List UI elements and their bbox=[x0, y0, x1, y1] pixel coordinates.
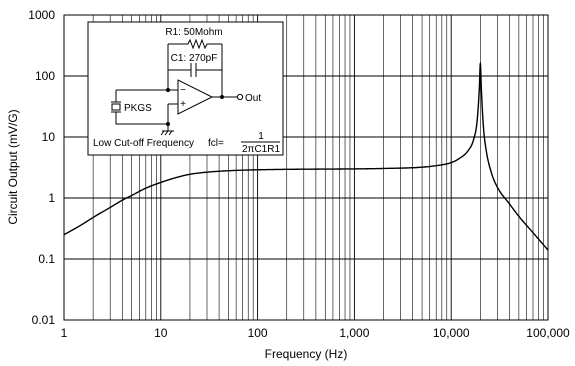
opamp-plus-sign: + bbox=[180, 99, 186, 110]
inset-caption: Low Cut-off Frequency bbox=[93, 138, 194, 149]
capacitor-c1-icon bbox=[168, 63, 222, 77]
series-layer bbox=[63, 61, 549, 251]
plot-frame bbox=[63, 14, 549, 321]
opamp-icon bbox=[177, 79, 214, 115]
ground-icon bbox=[160, 130, 174, 136]
y-tick-label: 0.01 bbox=[32, 313, 56, 327]
y-tick-label: 10 bbox=[42, 130, 56, 144]
x-tick-label: 10 bbox=[154, 326, 168, 340]
junction-dot-3 bbox=[166, 122, 170, 126]
r1-label: R1: 50Mohm bbox=[165, 27, 222, 38]
formula-denominator: 2πC1R1 bbox=[242, 144, 280, 155]
x-tick-label: 100 bbox=[248, 326, 268, 340]
x-tick-label: 100,000 bbox=[526, 326, 570, 340]
opamp-minus-sign: − bbox=[180, 85, 186, 96]
series-line-circuit-output bbox=[63, 61, 549, 251]
sensor-label: PKGS bbox=[124, 103, 152, 114]
y-tick-label: 1000 bbox=[28, 8, 55, 22]
x-tick-label: 1 bbox=[61, 326, 68, 340]
formula-prefix: fcl= bbox=[208, 138, 224, 149]
y-tick-label: 100 bbox=[35, 69, 55, 83]
output-label: Out bbox=[245, 93, 261, 104]
formula-numerator: 1 bbox=[258, 131, 264, 142]
resistor-r1-icon bbox=[168, 38, 222, 50]
input-wires bbox=[115, 89, 178, 131]
tick-labels: 1 10 100 1,000 10,000 100,000 0.01 0.1 1 10 100 100… bbox=[28, 8, 570, 340]
x-tick-label: 1,000 bbox=[339, 326, 369, 340]
x-tick-label: 10,000 bbox=[433, 326, 470, 340]
y-tick-label: 1 bbox=[48, 191, 55, 205]
y-tick-label: 0.1 bbox=[38, 252, 55, 266]
output-terminal-icon bbox=[236, 93, 244, 101]
y-axis-title: Circuit Output (mV/G) bbox=[6, 109, 20, 224]
junction-dot-1 bbox=[166, 88, 170, 92]
feedback-wires bbox=[167, 44, 223, 97]
sensor-pkgs-icon bbox=[111, 101, 121, 113]
c1-label: C1: 270pF bbox=[171, 53, 218, 64]
circuit-inset: R1: 50Mohm C1: 270pF − + PKGS Out Lo bbox=[87, 21, 284, 156]
x-axis-title: Frequency (Hz) bbox=[265, 347, 348, 361]
